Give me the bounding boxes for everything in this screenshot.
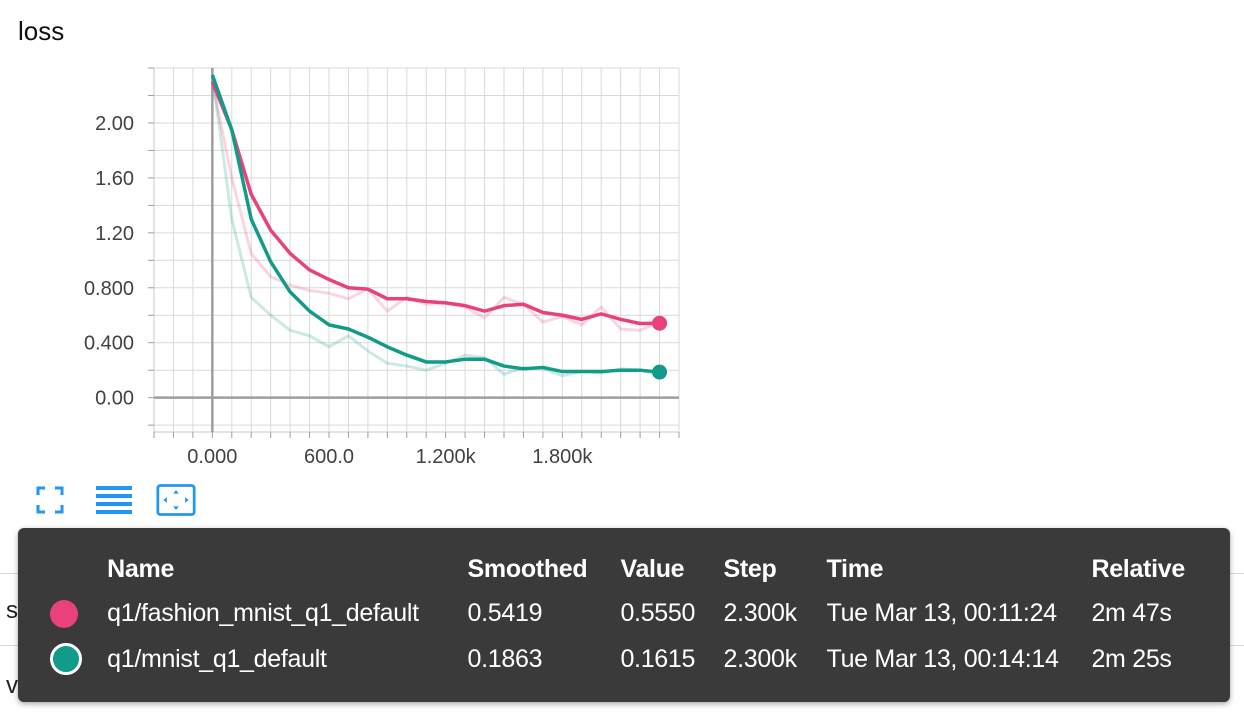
series-time: Tue Mar 13, 00:11:24 (826, 598, 1058, 627)
x-tick-label: 1.800k (532, 446, 593, 468)
y-tick-label: 1.20 (95, 223, 134, 245)
expand-icon (36, 486, 64, 514)
tooltip-row: q1/fashion_mnist_q1_default 0.5419 0.555… (18, 590, 1230, 636)
series-swatch (18, 590, 107, 636)
chart-title: loss (18, 16, 65, 46)
smoothed-line-series-0 (210, 81, 660, 326)
header-name: Name (107, 554, 175, 583)
header-value: Value (620, 554, 685, 583)
series-tooltip: Name Smoothed Value Step Time Relative q… (18, 528, 1230, 702)
y-tick-label: 1.60 (95, 168, 134, 190)
hover-markers (652, 315, 668, 380)
series-color-dot (50, 643, 82, 675)
hover-point-series-1 (652, 364, 668, 380)
series-relative: 2m 47s (1091, 598, 1172, 627)
header-relative: Relative (1091, 554, 1185, 583)
series-smoothed: 0.1863 (467, 644, 543, 673)
fit-domain-button[interactable] (156, 482, 196, 518)
raw-line-series-0 (210, 81, 661, 332)
smoothed-line-series-1 (210, 74, 660, 374)
header-smoothed: Smoothed (467, 554, 588, 583)
series-swatch (18, 636, 107, 682)
series-value: 0.1615 (620, 644, 696, 673)
raw-series-lines (210, 74, 661, 378)
x-tick-label: 600.0 (304, 446, 354, 468)
fit-domain-icon (156, 484, 196, 516)
x-tick-label: 0.000 (187, 446, 237, 468)
header-step: Step (723, 554, 777, 583)
series-relative: 2m 25s (1091, 644, 1172, 673)
series-value: 0.5550 (620, 598, 696, 627)
y-tick-label: 0.00 (95, 388, 134, 410)
smoothed-series-lines (210, 74, 660, 374)
grid-lines (153, 67, 680, 432)
expand-chart-button[interactable] (30, 482, 70, 518)
loss-chart: 0.000 600.0 1.200k 1.800k 0.00 0.400 0.800 1.20… (84, 67, 680, 468)
series-step: 2.300k (723, 644, 798, 673)
hover-point-series-0 (652, 315, 668, 331)
series-name: q1/fashion_mnist_q1_default (107, 598, 419, 627)
y-tick-label: 0.400 (84, 333, 134, 355)
series-smoothed: 0.5419 (467, 598, 543, 627)
tooltip-table: Name Smoothed Value Step Time Relative q… (18, 548, 1230, 682)
swatch-header (18, 548, 107, 590)
tooltip-row: q1/mnist_q1_default 0.1863 0.1615 2.300k… (18, 636, 1230, 682)
raw-line-series-1 (210, 74, 660, 378)
list-icon (96, 486, 132, 514)
series-color-dot (50, 599, 78, 628)
toggle-log-scale-button[interactable] (94, 482, 134, 518)
series-name: q1/mnist_q1_default (107, 644, 327, 673)
header-time: Time (826, 554, 884, 583)
x-tick-label: 1.200k (416, 446, 477, 468)
series-step: 2.300k (723, 598, 798, 627)
axes (148, 67, 680, 438)
tick-labels: 0.000 600.0 1.200k 1.800k 0.00 0.400 0.800 1.20… (84, 113, 593, 468)
y-tick-label: 0.800 (84, 278, 134, 300)
series-time: Tue Mar 13, 00:14:14 (826, 644, 1059, 673)
y-tick-label: 2.00 (95, 113, 134, 135)
